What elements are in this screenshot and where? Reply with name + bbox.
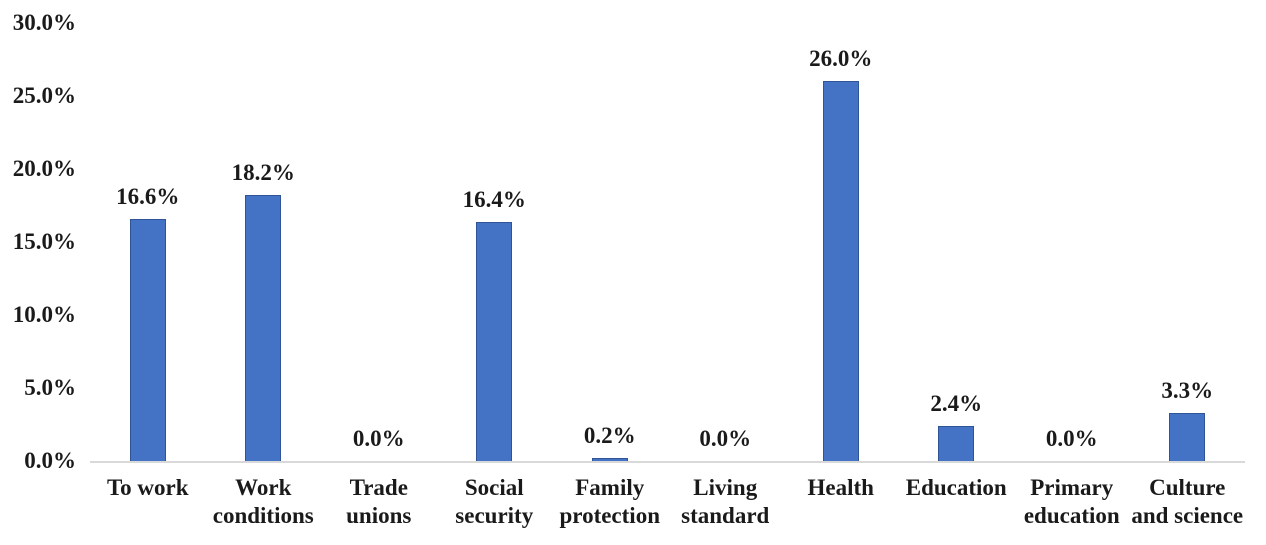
bar-column: 18.2% — [206, 23, 322, 461]
bar — [476, 222, 513, 461]
value-label: 18.2% — [231, 160, 295, 185]
value-label: 0.0% — [699, 426, 752, 451]
category-label: Social security — [455, 475, 534, 528]
bar-column: 2.4% — [899, 23, 1015, 461]
value-label: 26.0% — [809, 46, 873, 71]
value-label: 3.3% — [1161, 378, 1214, 403]
bar-column: 16.6% — [90, 23, 206, 461]
category-label: Trade unions — [346, 475, 412, 528]
y-axis-tick-label: 0.0% — [24, 448, 76, 473]
category-label: Culture and science — [1131, 475, 1244, 528]
value-label: 0.0% — [1045, 426, 1098, 451]
bar-column: 3.3% — [1130, 23, 1246, 461]
value-label: 2.4% — [930, 391, 983, 416]
bar-column: 0.0% — [668, 23, 784, 461]
bar — [1169, 413, 1206, 461]
category-label: Family protection — [559, 475, 660, 528]
y-axis-tick-label: 20.0% — [12, 156, 76, 181]
category-label: Health — [807, 475, 874, 500]
y-axis-tick-label: 30.0% — [12, 10, 76, 35]
bar-column: 16.4% — [437, 23, 553, 461]
y-axis-tick-label: 15.0% — [12, 229, 76, 254]
bar-column: 26.0% — [783, 23, 899, 461]
bar — [822, 81, 859, 461]
value-label: 16.4% — [462, 187, 526, 212]
y-axis-tick-label: 25.0% — [12, 83, 76, 108]
value-label: 0.0% — [352, 426, 405, 451]
bar — [591, 458, 628, 461]
bar — [129, 219, 166, 461]
bar — [938, 426, 975, 461]
bar-column: 0.0% — [321, 23, 437, 461]
x-axis-line — [90, 461, 1245, 463]
category-label: Education — [905, 475, 1007, 500]
category-label: To work — [106, 475, 189, 500]
bar-column: 0.0% — [1014, 23, 1130, 461]
category-label: Primary education — [1023, 475, 1120, 528]
category-label: Work conditions — [212, 475, 314, 528]
value-label: 0.2% — [583, 423, 636, 448]
bar — [245, 195, 282, 461]
bar-column: 0.2% — [552, 23, 668, 461]
category-label: Living standard — [681, 475, 770, 528]
y-axis-tick-label: 5.0% — [24, 375, 76, 400]
value-label: 16.6% — [116, 184, 180, 209]
y-axis-tick-label: 10.0% — [12, 302, 76, 327]
